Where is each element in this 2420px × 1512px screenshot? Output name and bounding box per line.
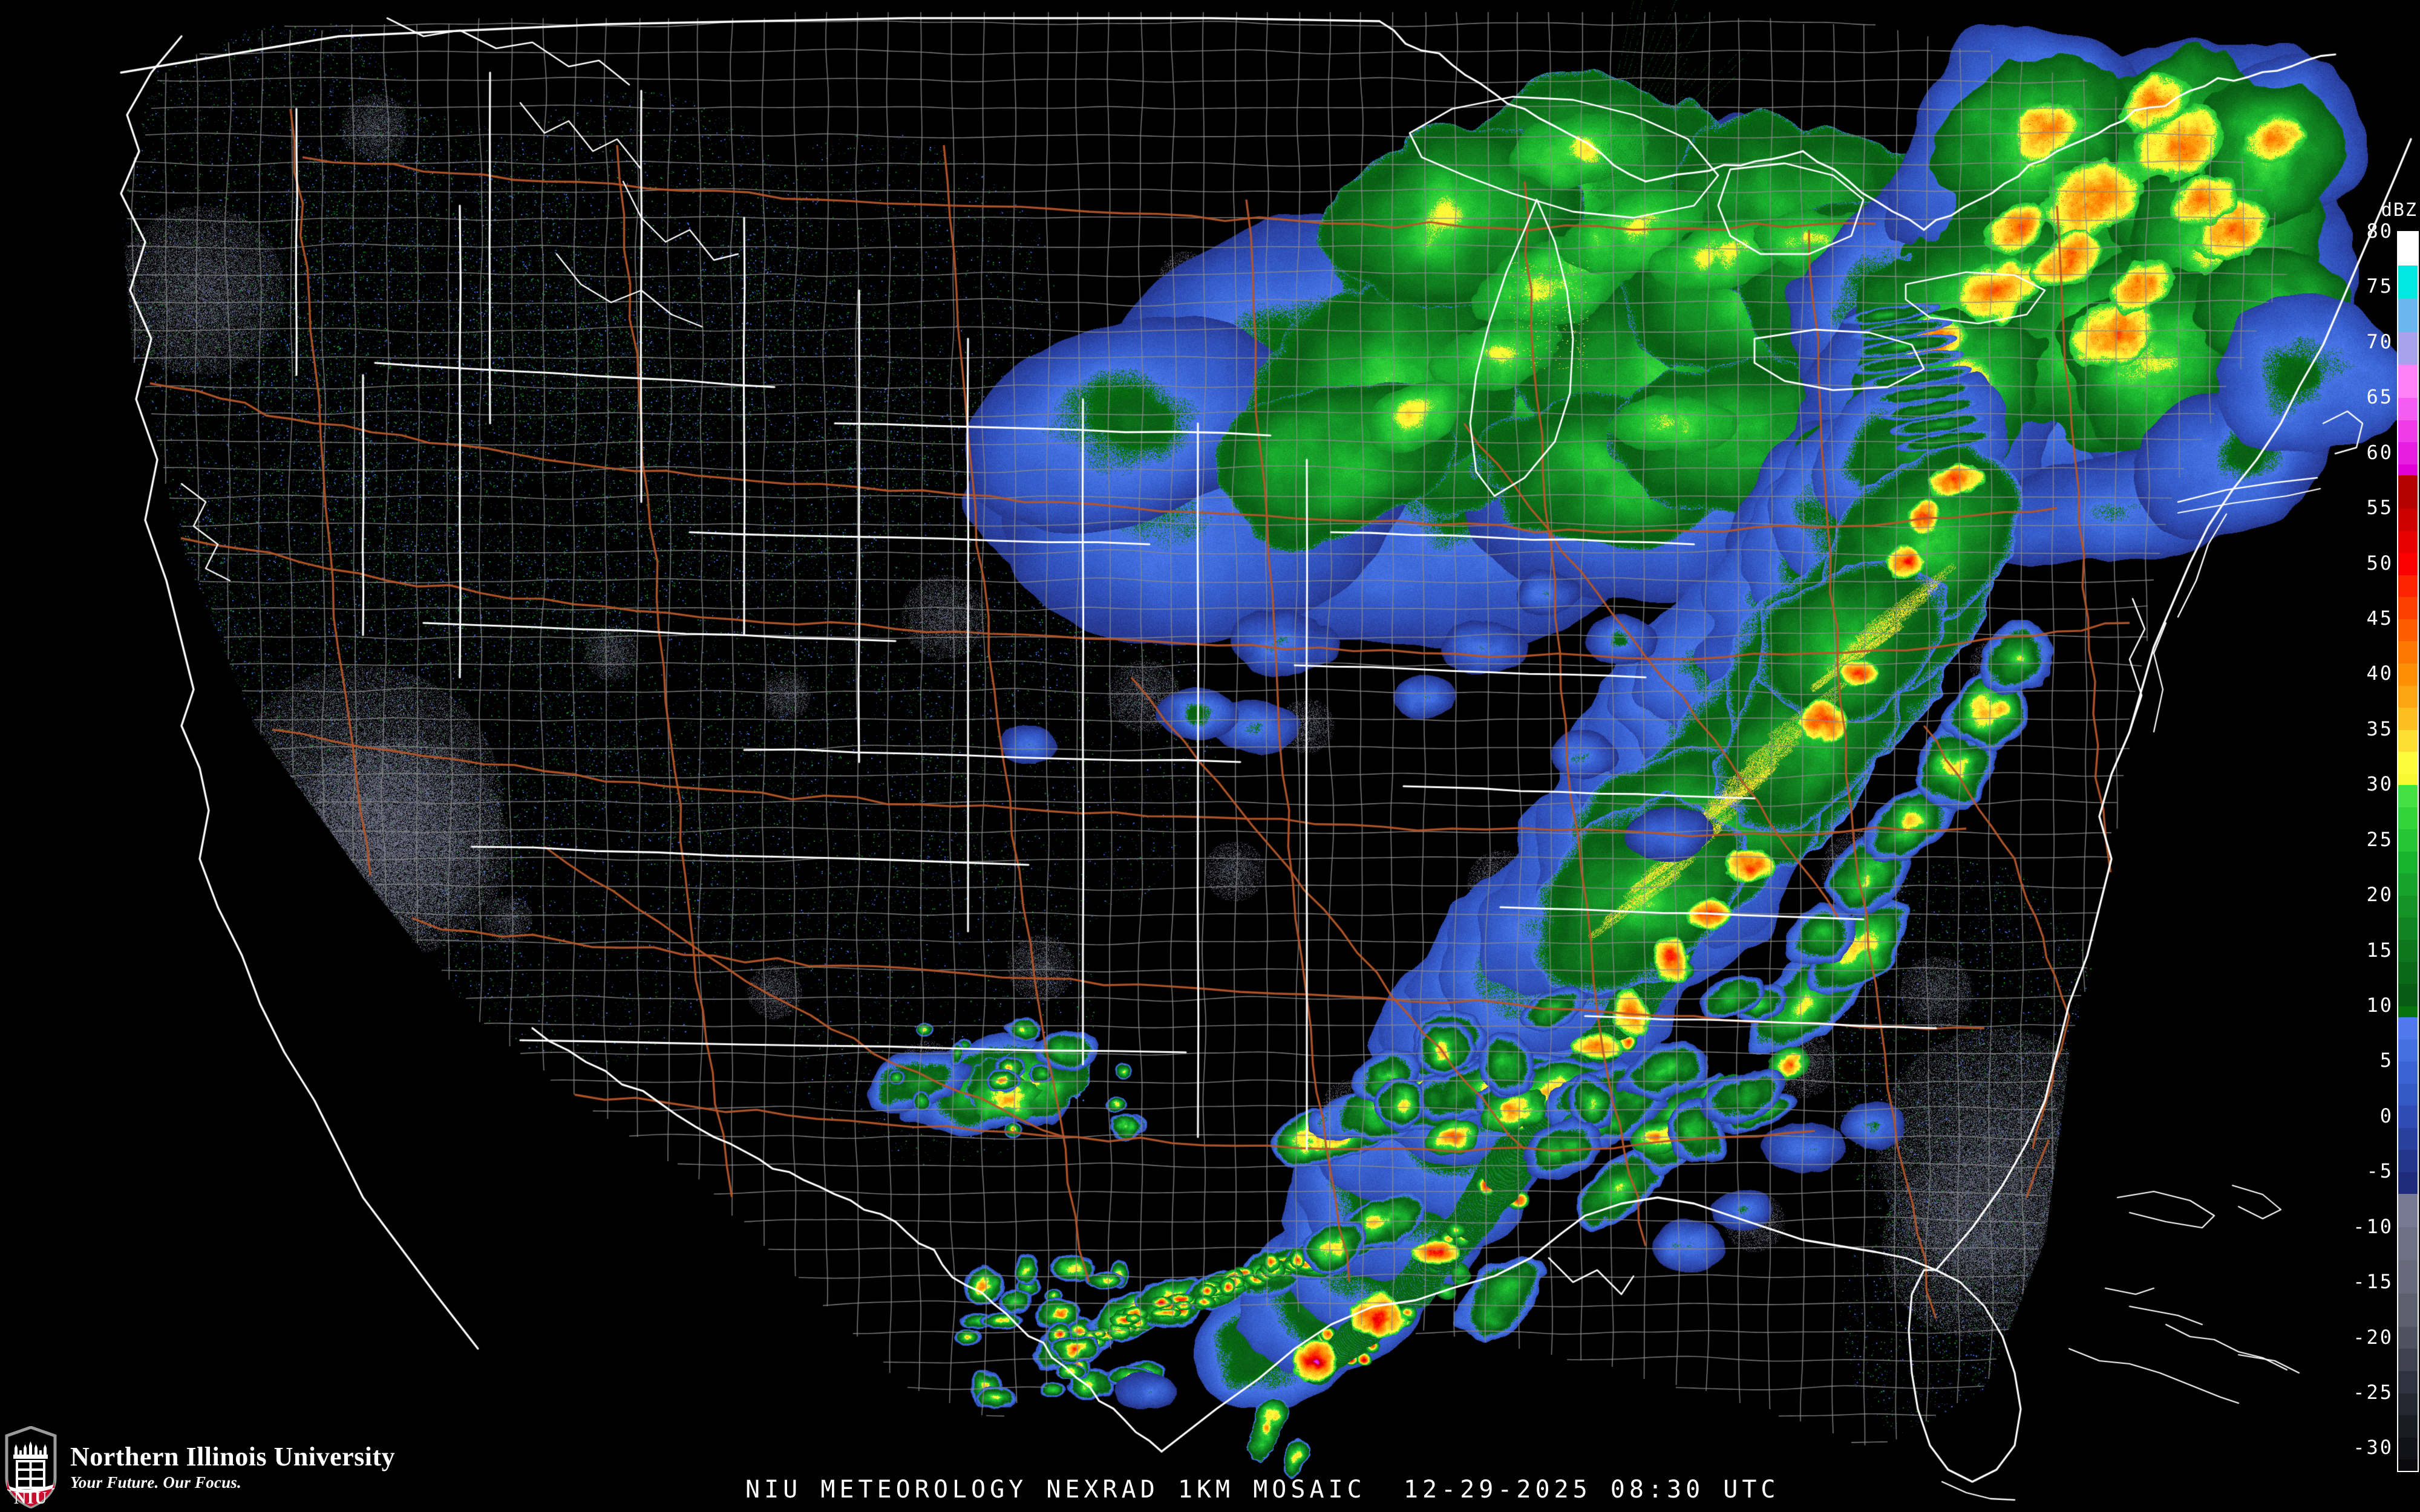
colorbar-segment	[2398, 1083, 2418, 1106]
colorbar-tick: 75	[2366, 275, 2393, 298]
colorbar-unit-label: dBZ	[2381, 200, 2418, 221]
colorbar-segment	[2398, 509, 2418, 531]
colorbar-segment	[2398, 1017, 2418, 1040]
colorbar-segment	[2398, 984, 2418, 1006]
colorbar-tick: 40	[2366, 662, 2393, 685]
colorbar-segment	[2398, 708, 2418, 730]
colorbar-segment	[2398, 1227, 2418, 1261]
university-tagline: Your Future. Our Focus.	[70, 1473, 241, 1491]
niu-shield-logo: NIU	[5, 1426, 57, 1508]
shield-niu-text: NIU	[14, 1489, 48, 1508]
colorbar-segment	[2398, 917, 2418, 940]
colorbar-segment	[2398, 962, 2418, 985]
colorbar-segment	[2398, 298, 2418, 332]
colorbar-segment	[2398, 851, 2418, 874]
colorbar-segment	[2398, 1006, 2418, 1017]
niu-branding: NIU Northern Illinois University Your Fu…	[5, 1425, 428, 1510]
colorbar-tick: 45	[2366, 607, 2393, 630]
shield-red-band	[7, 1478, 54, 1507]
colorbar-tick: -30	[2353, 1436, 2393, 1459]
colorbar-tick: 70	[2366, 330, 2393, 353]
colorbar-segment	[2398, 1349, 2418, 1371]
colorbar-segment	[2398, 1459, 2418, 1471]
colorbar-segment	[2398, 1150, 2418, 1172]
colorbar-segment	[2398, 442, 2418, 464]
colorbar-segment	[2398, 1393, 2418, 1416]
colorbar-segment	[2398, 1326, 2418, 1349]
colorbar-tick: 65	[2366, 385, 2393, 409]
colorbar-segment	[2398, 530, 2418, 553]
tower-window-grid	[16, 1460, 45, 1489]
colorbar-segment	[2398, 829, 2418, 852]
colorbar-segment	[2398, 365, 2418, 399]
colorbar-segment	[2398, 873, 2418, 896]
colorbar-tick: 60	[2366, 440, 2393, 464]
colorbar-segment	[2398, 1171, 2418, 1194]
colorbar-segment	[2398, 475, 2418, 509]
colorbar-segment	[2398, 420, 2418, 443]
colorbar-segment	[2398, 729, 2418, 752]
colorbar-segment	[2398, 597, 2418, 619]
colorbar-segment	[2398, 752, 2418, 774]
colorbar-segment	[2398, 685, 2418, 708]
colorbar-tick: -10	[2353, 1214, 2393, 1238]
brand-text-block: Northern Illinois University Your Future…	[70, 1443, 395, 1491]
product-caption: NIU METEOROLOGY NEXRAD 1KM MOSAIC 12-29-…	[745, 1476, 1780, 1504]
colorbar-segment	[2398, 619, 2418, 642]
colorbar-tick: 30	[2366, 772, 2393, 796]
colorbar-segment	[2398, 641, 2418, 663]
colorbar-segment	[2398, 1260, 2418, 1294]
colorbar-segment	[2398, 1415, 2418, 1438]
colorbar-gradient-strip	[2397, 231, 2419, 1472]
colorbar-segment	[2398, 398, 2418, 420]
colorbar-segment	[2398, 232, 2418, 266]
colorbar-tick-labels: 80 75 70 65 60 55 50 45 40 35 30 25 20 15 10 5 0 -5 -10 -15…	[2347, 220, 2393, 1472]
colorbar-segment	[2398, 940, 2418, 962]
colorbar-segment	[2398, 1039, 2418, 1062]
colorbar-tick: 25	[2366, 827, 2393, 851]
colorbar-tick: 50	[2366, 551, 2393, 575]
colorbar-tick: 80	[2366, 220, 2393, 243]
colorbar-tick: 20	[2366, 883, 2393, 907]
colorbar-tick: -15	[2353, 1270, 2393, 1294]
colorbar-segment	[2398, 553, 2418, 575]
reflectivity-colorbar: dBZ 80 75 70 65 60 55 50 45 40 35 30 25 20 15 10 5 0 -5 -1…	[2347, 200, 2420, 1482]
university-name: Northern Illinois University	[70, 1441, 396, 1471]
colorbar-segment	[2398, 464, 2418, 476]
colorbar-tick: 15	[2366, 938, 2393, 962]
colorbar-segment	[2398, 1061, 2418, 1084]
castle-tower-icon	[13, 1441, 48, 1459]
colorbar-segment	[2398, 663, 2418, 686]
colorbar-segment	[2398, 1437, 2418, 1460]
colorbar-tick: 10	[2366, 994, 2393, 1017]
colorbar-segment	[2398, 807, 2418, 830]
colorbar-tick: -20	[2353, 1325, 2393, 1349]
colorbar-segment	[2398, 1127, 2418, 1150]
colorbar-tick: 0	[2379, 1104, 2393, 1127]
colorbar-segment	[2398, 895, 2418, 918]
colorbar-segment	[2398, 774, 2418, 786]
colorbar-tick: -25	[2353, 1381, 2393, 1404]
colorbar-segment	[2398, 265, 2418, 299]
colorbar-segment	[2398, 1370, 2418, 1393]
colorbar-tick: 55	[2366, 496, 2393, 520]
colorbar-segment	[2398, 785, 2418, 807]
colorbar-segment	[2398, 1194, 2418, 1228]
colorbar-tick: -5	[2366, 1159, 2393, 1183]
colorbar-tick: 35	[2366, 717, 2393, 740]
colorbar-segment	[2398, 575, 2418, 598]
colorbar-tick: 5	[2379, 1049, 2393, 1072]
colorbar-segment	[2398, 331, 2418, 365]
colorbar-segment	[2398, 1106, 2418, 1128]
colorbar-segment	[2398, 1294, 2418, 1327]
